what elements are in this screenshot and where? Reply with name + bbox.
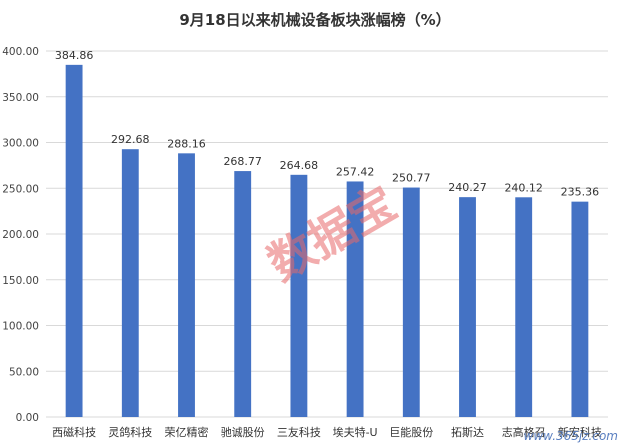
x-category-label: 巨能股份 — [389, 425, 433, 439]
y-tick-label: 100.00 — [2, 321, 39, 333]
bar — [515, 197, 533, 417]
data-label: 257.42 — [336, 165, 375, 178]
bar — [121, 149, 139, 417]
data-label: 268.77 — [223, 155, 262, 168]
bar — [346, 181, 364, 417]
y-tick-label: 250.00 — [2, 183, 39, 195]
data-label: 235.36 — [561, 186, 600, 199]
y-tick-label: 400.00 — [2, 46, 39, 58]
x-category-label: 志高格召 — [502, 425, 546, 439]
bar — [234, 171, 252, 417]
bar — [402, 187, 420, 417]
y-axis-ticks: 0.00 50.00 100.00 150.00 200.00 250.00 300.00 3… — [2, 46, 39, 424]
site-credit: www.365jz.com — [524, 429, 618, 443]
watermark-text: 数据宝 — [259, 176, 406, 292]
chart-title: 9月18日以来机械设备板块涨幅榜（%） — [179, 11, 450, 29]
x-category-label: 三友科技 — [277, 425, 321, 439]
data-label: 292.68 — [111, 133, 150, 146]
y-tick-label: 300.00 — [2, 138, 39, 150]
x-category-label: 拓斯达 — [451, 425, 484, 439]
bar — [290, 174, 308, 417]
data-label: 384.86 — [55, 49, 94, 62]
data-label: 250.77 — [392, 172, 431, 185]
y-tick-label: 350.00 — [2, 92, 39, 104]
bar — [178, 153, 195, 417]
data-label: 240.27 — [448, 181, 487, 194]
bars — [65, 64, 589, 418]
x-category-label: 荣亿精密 — [165, 425, 209, 439]
x-category-label: 驰诚股份 — [221, 425, 265, 439]
x-category-label: 新宏科技 — [558, 425, 602, 439]
data-label: 264.68 — [280, 159, 319, 172]
bar — [571, 201, 589, 417]
x-category-label: 灵鸽科技 — [108, 425, 152, 439]
y-tick-label: 150.00 — [2, 275, 39, 287]
y-tick-label: 50.00 — [9, 366, 39, 378]
data-label: 288.16 — [167, 137, 206, 150]
x-category-label: 埃夫特-U — [333, 425, 378, 439]
bar — [65, 64, 83, 418]
y-tick-label: 200.00 — [2, 229, 39, 241]
x-axis-categories: 西磁科技 灵鸽科技 荣亿精密 驰诚股份 三友科技 埃夫特-U 巨能股份 拓斯达 志高格召 新宏科技 — [52, 425, 602, 439]
x-category-label: 西磁科技 — [52, 425, 96, 439]
bar — [459, 197, 476, 417]
gridlines — [46, 50, 608, 418]
data-labels: 384.86 292.68 288.16 268.77 264.68 257.42 250.… — [55, 49, 599, 199]
data-label: 240.12 — [504, 181, 543, 194]
y-tick-label: 0.00 — [16, 412, 39, 424]
